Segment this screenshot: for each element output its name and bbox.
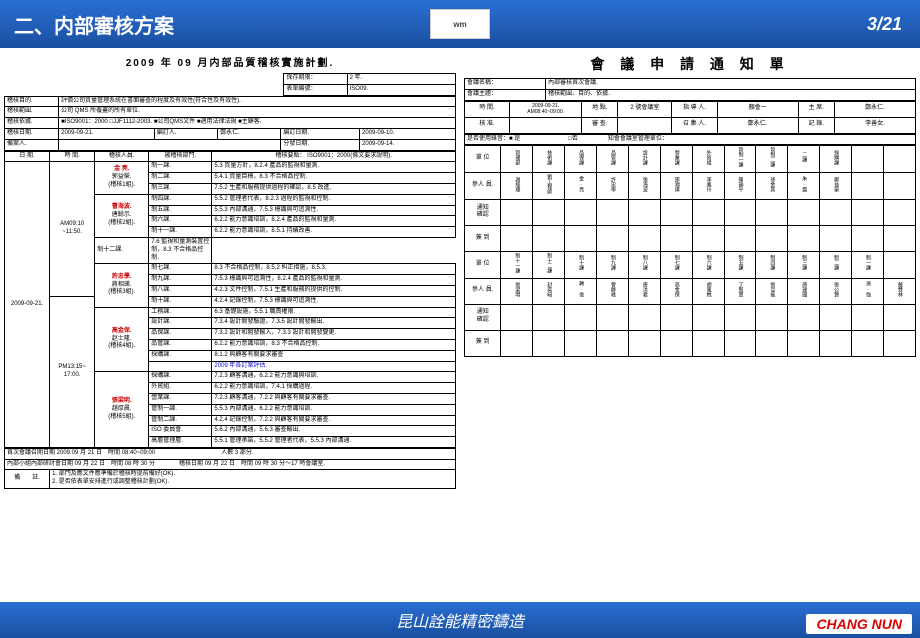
content-area: 2009 年 09 月内部品質稽核實施計劃. 保存期限：2 年. 表單編號：IS… [0, 48, 920, 602]
left-document: 2009 年 09 月内部品質稽核實施計劃. 保存期限：2 年. 表單編號：IS… [0, 48, 460, 602]
footer-text: 昆山詮能精密鑄造 [396, 608, 524, 632]
right-document: 會 議 申 請 通 知 單 會議名稱：內部審核首次會議. 會議主題：稽核範圍、目… [460, 48, 920, 602]
slide-header: 二、内部審核方案 wm 3/21 [0, 0, 920, 48]
left-main-table: 日 期. 時 間. 稽核人員. 被稽核部門. 稽核要點： ISO9001：200… [4, 151, 456, 448]
left-info-table: 保存期限：2 年. 表單編號：ISO09. [4, 73, 456, 96]
brand-logo: CHANG NUN [806, 614, 912, 634]
right-header-table: 會議名稱：內部審核首次會議. 會議主題：稽核範圍、目的、依據. [464, 78, 916, 101]
page-number: 3/21 [867, 14, 902, 35]
slide-footer: 昆山詮能精密鑄造 CHANG NUN [0, 602, 920, 638]
left-title: 2009 年 09 月内部品質稽核實施計劃. [4, 54, 456, 69]
right-time-table: 時 間.2009-09-21. AM08:40~09:00. 地 點.2 號會議… [464, 101, 916, 134]
left-bottom-table: 首次會議召開日期 2009.09 月 21 日 時間 08:40~09:00 人… [4, 448, 456, 489]
right-title: 會 議 申 請 通 知 單 [464, 54, 916, 74]
right-grid-1: 單 位管理部技術課品保課品管課設計課營業課外貿組管制一課管制二課二課採購課 參人… [464, 145, 916, 356]
right-rec-table: 是否使用錄音：■ 是 □否 知會會議室管理單位： [464, 134, 916, 146]
slide-title: 二、内部審核方案 [14, 10, 174, 39]
left-meta-table: 稽核目的.評價公司質量管理系統在書面審查的程度及有效性(符合性及有效性). 稽核… [4, 96, 456, 151]
top-logo: wm [430, 9, 490, 39]
